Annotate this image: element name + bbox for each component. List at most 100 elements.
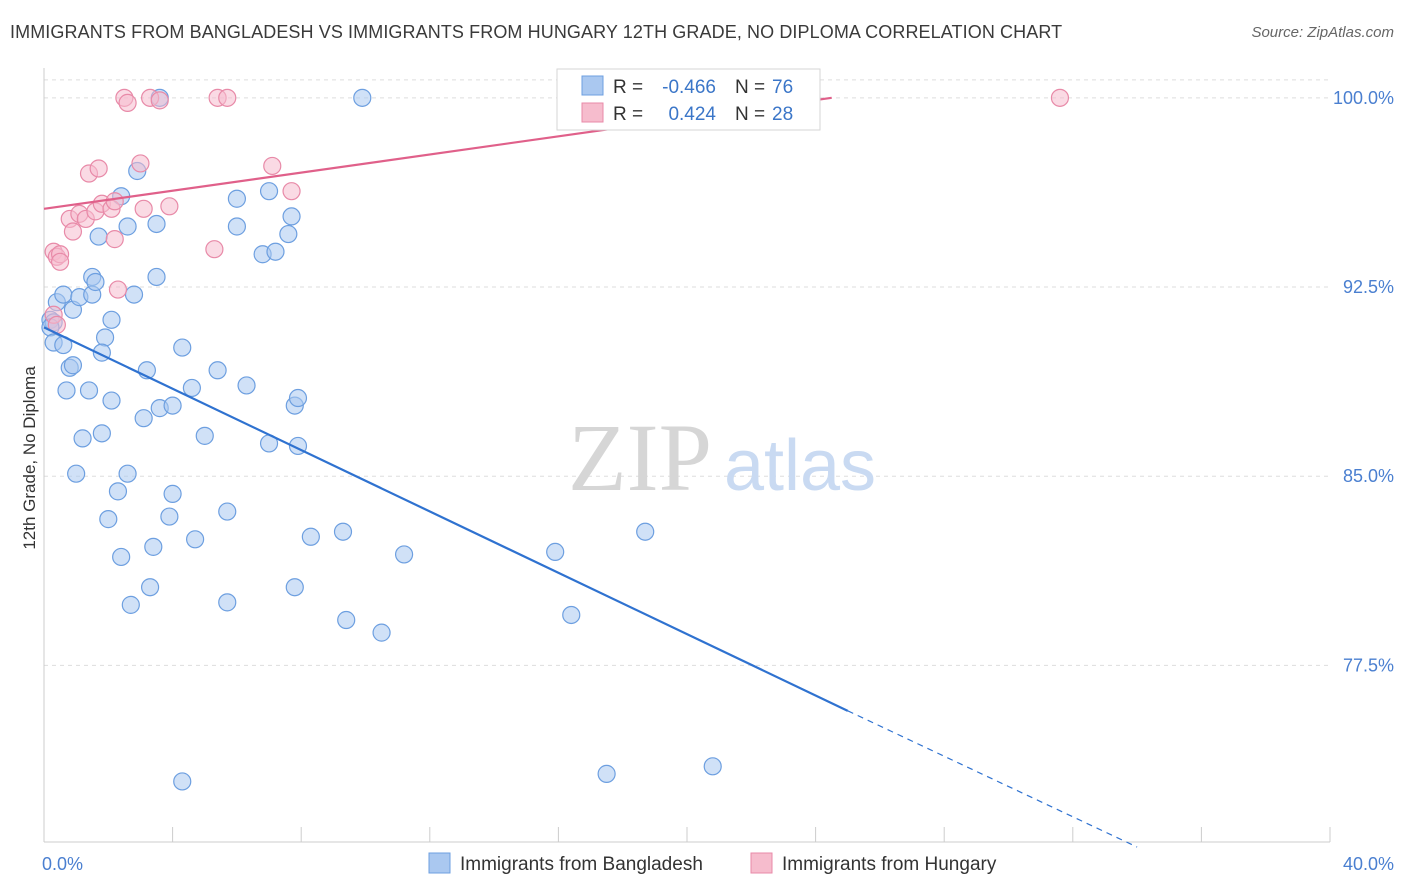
- point-hungary-7: [63, 222, 83, 241]
- y-tick-labels: 77.5% 85.0% 92.5% 100.0%: [1333, 88, 1394, 676]
- point-bangladesh-68: [279, 224, 298, 244]
- point-bangladesh-35: [67, 464, 86, 483]
- point-hungary-30: [1050, 88, 1070, 107]
- legend-r-value-2: 0.424: [668, 104, 716, 125]
- point-bangladesh-48: [140, 578, 160, 597]
- point-bangladesh-73: [124, 285, 144, 304]
- point-bangladesh-70: [259, 182, 279, 201]
- y-tick-label-0: 77.5%: [1343, 655, 1394, 675]
- point-bangladesh-61: [118, 217, 137, 236]
- point-bangladesh-75: [353, 88, 372, 107]
- legend-n-label-2: N =: [735, 104, 765, 125]
- legend-r-label-1: R =: [613, 77, 643, 98]
- point-bangladesh-58: [597, 764, 616, 783]
- point-bangladesh-42: [112, 547, 131, 567]
- point-bangladesh-54: [546, 542, 565, 562]
- point-bangladesh-16: [63, 356, 83, 375]
- point-bangladesh-47: [394, 545, 414, 564]
- series-legend-swatch-hungary: [750, 852, 773, 874]
- point-bangladesh-28: [182, 378, 201, 398]
- point-bangladesh-72: [147, 267, 166, 287]
- point-bangladesh-33: [288, 388, 308, 408]
- source-credit: Source: ZipAtlas.com: [1251, 24, 1394, 41]
- stats-legend: R = -0.466 N = 76 R = 0.424 N = 28: [556, 68, 821, 131]
- point-bangladesh-59: [703, 757, 722, 776]
- point-bangladesh-62: [147, 214, 166, 234]
- point-bangladesh-40: [160, 507, 179, 526]
- y-axis-label: 12th Grade, No Diploma: [20, 366, 39, 550]
- watermark-zip: ZIP: [568, 404, 712, 511]
- point-bangladesh-63: [227, 217, 246, 236]
- point-bangladesh-56: [562, 605, 581, 625]
- point-bangladesh-25: [134, 409, 153, 428]
- y-tick-label-2: 92.5%: [1343, 277, 1394, 297]
- y-tick-label-1: 85.0%: [1343, 466, 1394, 486]
- point-bangladesh-30: [195, 426, 214, 445]
- legend-n-value-2: 28: [772, 104, 793, 125]
- point-bangladesh-55: [636, 522, 655, 541]
- point-bangladesh-23: [173, 338, 192, 357]
- point-bangladesh-38: [163, 484, 182, 503]
- point-hungary-17: [134, 199, 153, 218]
- trend-line-extension-bangladesh: [847, 710, 1138, 848]
- gridlines: [44, 79, 1330, 666]
- point-bangladesh-46: [333, 522, 353, 541]
- point-bangladesh-69: [282, 207, 301, 226]
- point-hungary-20: [131, 154, 150, 173]
- trend-line-bangladesh: [43, 326, 849, 712]
- point-hungary-19: [108, 280, 128, 299]
- series-legend-label-bangladesh: Immigrants from Bangladesh: [460, 854, 703, 875]
- point-bangladesh-50: [218, 593, 237, 612]
- y-tick-label-3: 100.0%: [1333, 88, 1394, 108]
- point-hungary-3: [50, 252, 70, 271]
- point-bangladesh-65: [227, 189, 246, 208]
- point-bangladesh-21: [92, 424, 111, 443]
- point-bangladesh-29: [237, 376, 256, 395]
- point-bangladesh-18: [79, 381, 99, 400]
- point-hungary-15: [89, 159, 108, 178]
- point-bangladesh-45: [301, 527, 320, 546]
- legend-r-value-1: -0.466: [662, 77, 716, 98]
- point-bangladesh-20: [73, 429, 92, 448]
- point-hungary-18: [160, 197, 179, 216]
- point-bangladesh-49: [121, 595, 140, 614]
- point-bangladesh-39: [99, 510, 118, 529]
- point-bangladesh-6: [54, 285, 73, 304]
- point-hungary-16: [105, 192, 124, 211]
- zipatlas-watermark: ZIP atlas: [568, 404, 876, 511]
- point-hungary-23: [282, 182, 301, 201]
- point-bangladesh-19: [102, 391, 121, 410]
- point-bangladesh-27: [163, 396, 182, 415]
- point-bangladesh-37: [118, 464, 137, 483]
- legend-n-value-1: 76: [772, 77, 793, 98]
- x-tick-label-end: 40.0%: [1343, 854, 1394, 874]
- legend-r-label-2: R =: [613, 104, 643, 125]
- point-bangladesh-43: [144, 537, 163, 556]
- point-hungary-27: [150, 91, 169, 110]
- point-bangladesh-11: [86, 272, 105, 292]
- point-bangladesh-52: [337, 610, 356, 630]
- point-hungary-29: [218, 88, 237, 107]
- legend-n-label-1: N =: [735, 77, 765, 98]
- x-tick-label-start: 0.0%: [42, 854, 83, 874]
- point-bangladesh-41: [218, 502, 237, 521]
- point-bangladesh-13: [102, 310, 121, 329]
- point-bangladesh-12: [95, 328, 115, 347]
- chart-title: IMMIGRANTS FROM BANGLADESH VS IMMIGRANTS…: [10, 22, 1063, 42]
- point-bangladesh-17: [57, 381, 76, 400]
- point-bangladesh-24: [208, 361, 227, 380]
- legend-swatch-blue: [581, 75, 604, 96]
- point-bangladesh-60: [89, 227, 108, 246]
- point-hungary-13: [105, 230, 124, 249]
- axes: [43, 68, 1331, 843]
- point-hungary-25: [118, 93, 137, 112]
- series-legend: Immigrants from Bangladesh Immigrants fr…: [428, 852, 997, 875]
- point-bangladesh-67: [266, 242, 285, 261]
- point-bangladesh-51: [285, 578, 304, 597]
- point-hungary-22: [263, 156, 282, 176]
- point-bangladesh-57: [173, 772, 192, 791]
- point-bangladesh-53: [372, 623, 391, 642]
- point-hungary-21: [205, 240, 224, 259]
- point-bangladesh-44: [186, 530, 205, 549]
